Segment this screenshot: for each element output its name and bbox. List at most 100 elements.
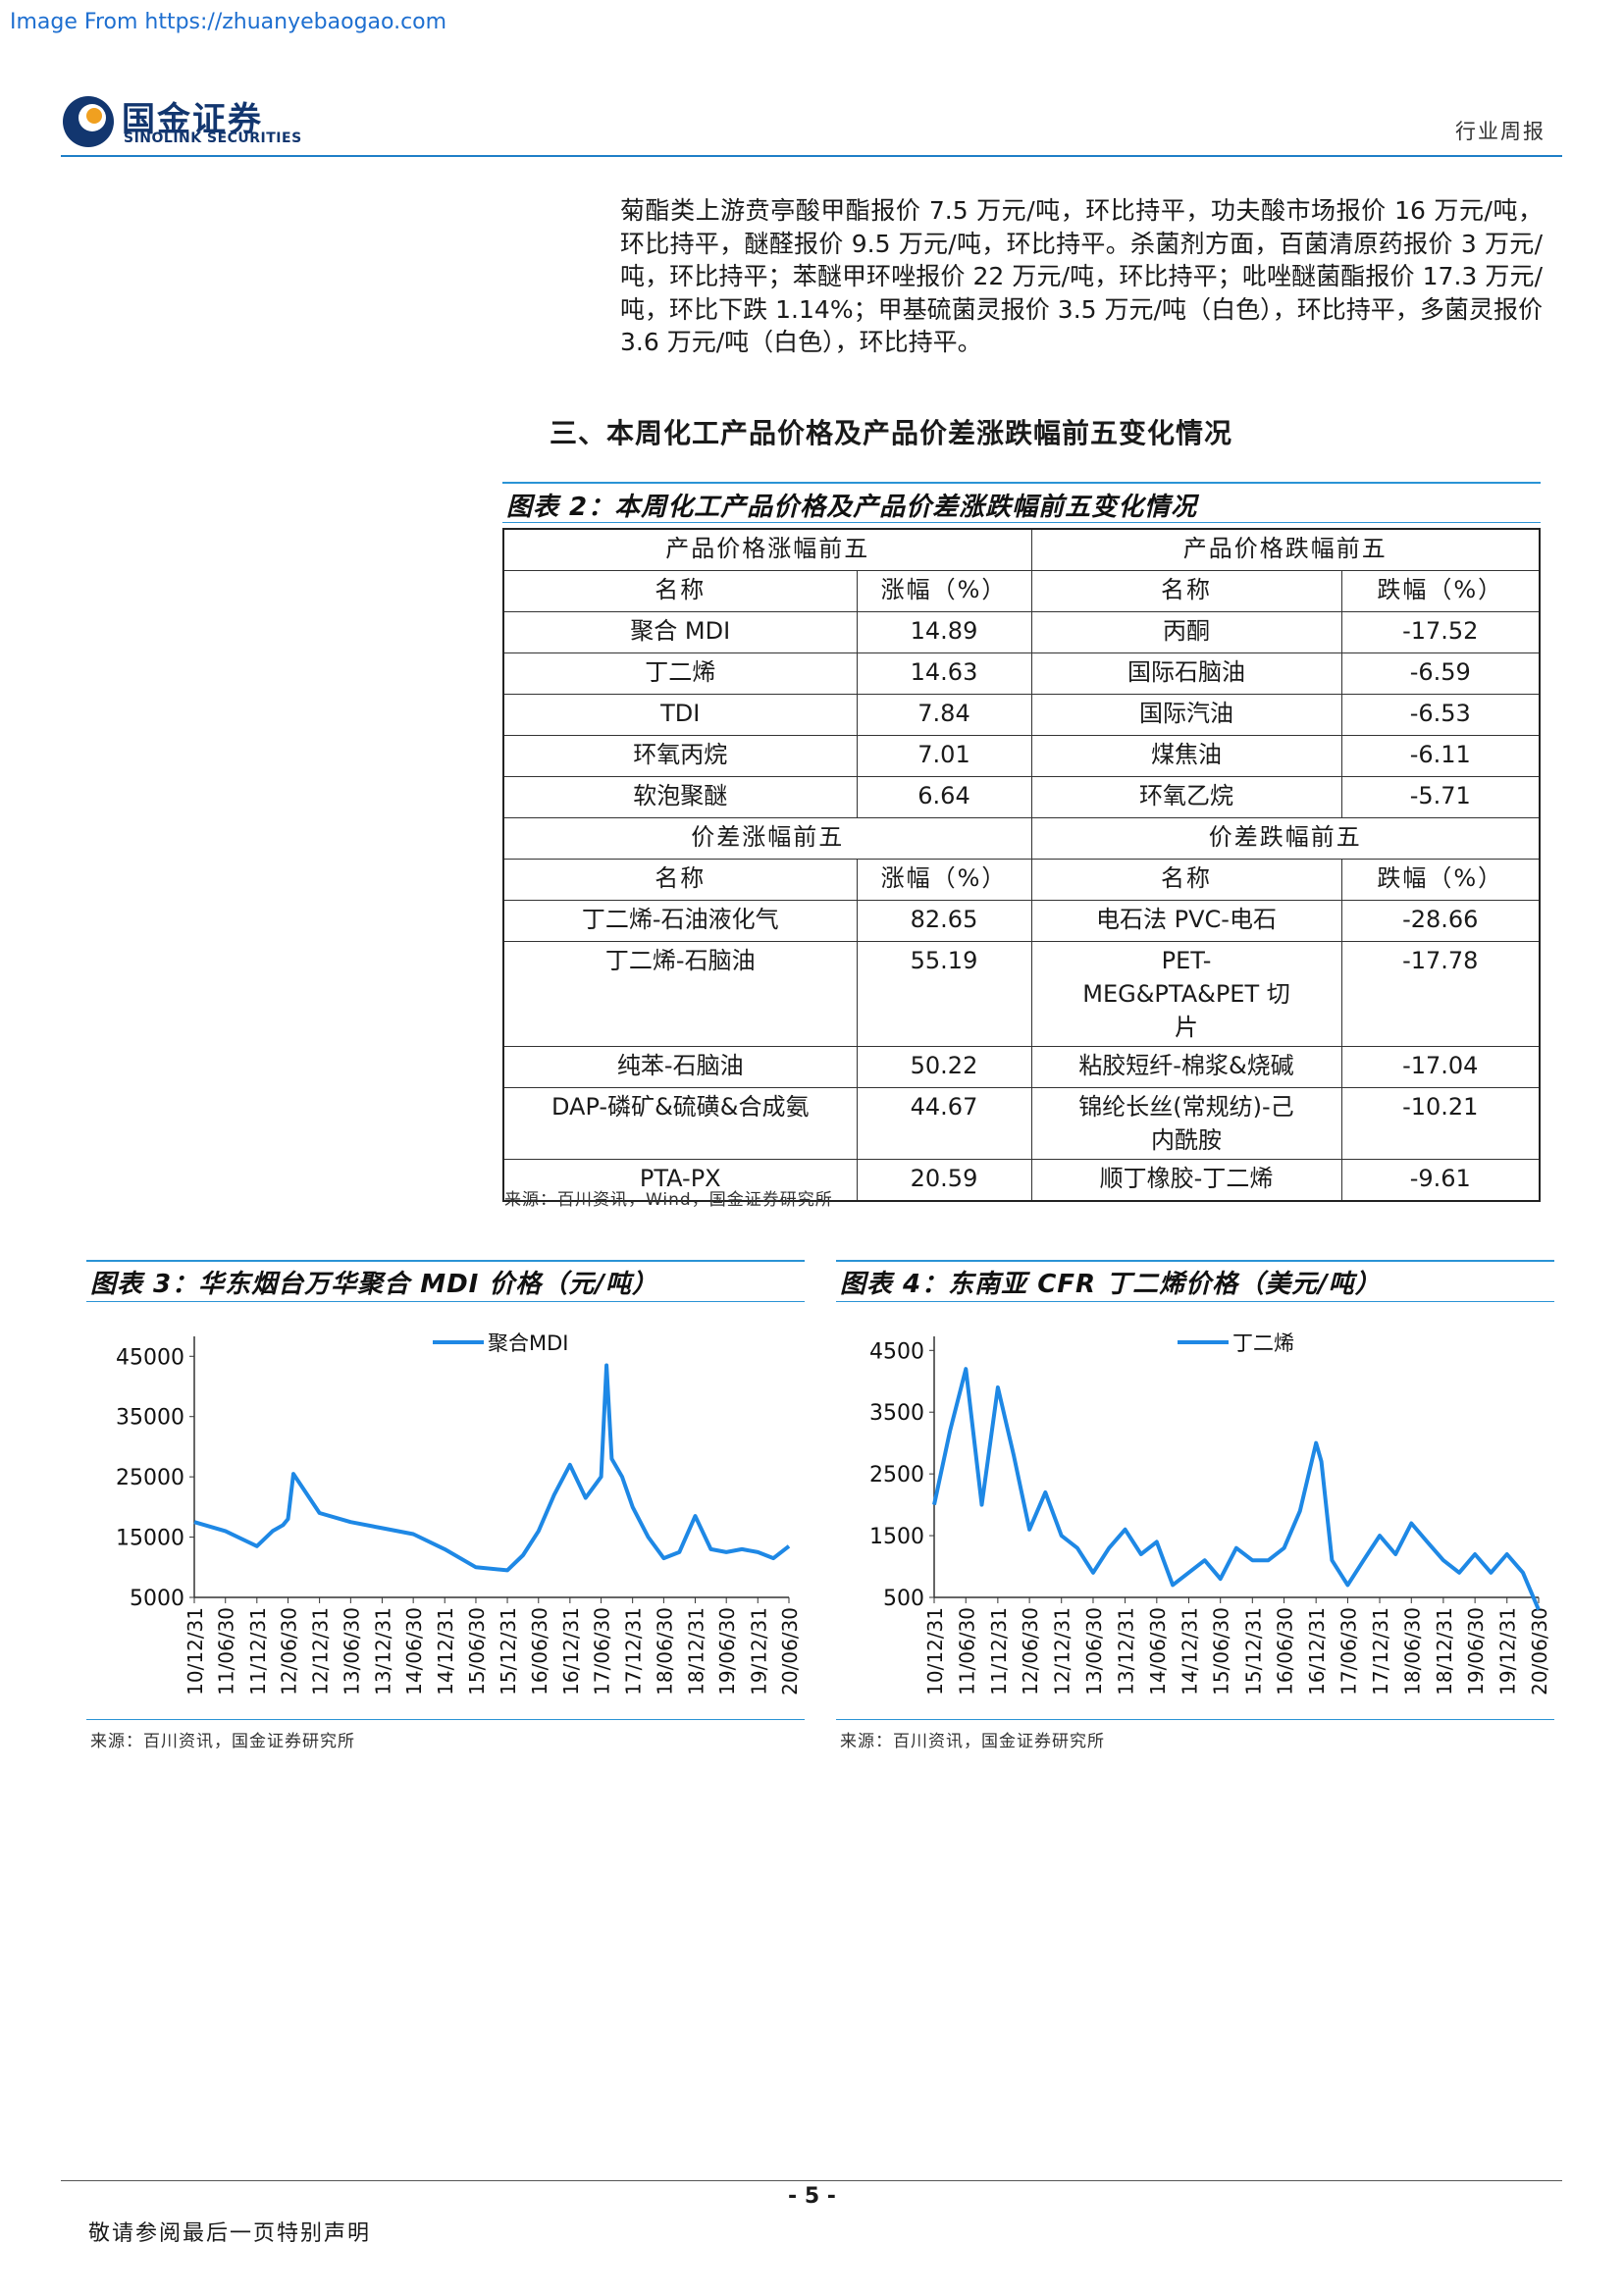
figure3-top-rule	[86, 1260, 805, 1262]
footer-divider	[61, 2180, 1562, 2181]
table-section-header: 产品价格涨幅前五 产品价格跌幅前五	[502, 528, 1541, 571]
up-value: 6.64	[856, 776, 1032, 818]
table-row: PTA-PX 20.59 顺丁橡胶-丁二烯 -9.61	[502, 1159, 1541, 1202]
up-name: 纯苯-石脑油	[502, 1046, 858, 1088]
x-tick-label: 14/06/30	[402, 1607, 426, 1696]
figure2-source: 来源：百川资讯，Wind，国金证券研究所	[504, 1190, 833, 1210]
up-name: TDI	[502, 694, 858, 736]
up-name: PTA-PX	[502, 1159, 858, 1202]
x-tick-label: 17/06/30	[591, 1607, 614, 1696]
col-down: 跌幅（%）	[1340, 570, 1541, 612]
x-tick-label: 19/06/30	[1464, 1607, 1488, 1696]
figure3-bottom-rule	[86, 1719, 805, 1720]
down-name: 顺丁橡胶-丁二烯	[1030, 1159, 1342, 1202]
figure4-source: 来源：百川资讯，国金证券研究所	[840, 1732, 1105, 1751]
table-row: 丁二烯-石油液化气 82.65 电石法 PVC-电石 -28.66	[502, 900, 1541, 942]
down-name: 环氧乙烷	[1030, 776, 1342, 818]
down-name: 锦纶长丝(常规纺)-己内酰胺	[1030, 1087, 1342, 1160]
up-name: 丁二烯-石油液化气	[502, 900, 858, 942]
legend-label: 丁二烯	[1232, 1331, 1294, 1355]
up-name: 丁二烯	[502, 652, 858, 695]
up-value: 20.59	[856, 1159, 1032, 1202]
col-name: 名称	[502, 570, 858, 612]
figure2-table: 产品价格涨幅前五 产品价格跌幅前五 名称 涨幅（%） 名称 跌幅（%） 聚合 M…	[502, 528, 1541, 1202]
up-name: 环氧丙烷	[502, 735, 858, 777]
table-column-header: 名称 涨幅（%） 名称 跌幅（%）	[502, 570, 1541, 612]
x-tick-label: 17/06/30	[1336, 1607, 1360, 1696]
x-tick-label: 15/06/30	[465, 1607, 489, 1696]
y-tick-label: 1500	[869, 1525, 924, 1549]
figure2-top-rule	[502, 482, 1541, 484]
x-tick-label: 16/06/30	[528, 1607, 551, 1696]
table-row: 丁二烯 14.63 国际石脑油 -6.59	[502, 652, 1541, 695]
x-tick-label: 12/12/31	[309, 1607, 333, 1696]
x-tick-label: 10/12/31	[183, 1607, 207, 1696]
body-paragraph: 菊酯类上游贲亭酸甲酯报价 7.5 万元/吨，环比持平，功夫酸市场报价 16 万元…	[620, 196, 1543, 356]
y-tick-label: 500	[883, 1587, 924, 1611]
x-tick-label: 11/06/30	[215, 1607, 238, 1696]
y-tick-label: 3500	[869, 1401, 924, 1426]
series-line	[932, 1367, 1541, 1611]
table-row: 丁二烯-石脑油 55.19 PET-MEG&PTA&PET 切片 -17.78	[502, 941, 1541, 1047]
down-value: -6.11	[1340, 735, 1541, 777]
x-tick-label: 16/12/31	[1305, 1607, 1329, 1696]
table-section-header: 价差涨幅前五 价差跌幅前五	[502, 817, 1541, 860]
x-tick-label: 15/12/31	[1241, 1607, 1265, 1696]
up-value: 55.19	[856, 941, 1032, 1047]
down-value: -6.59	[1340, 652, 1541, 695]
figure3-source: 来源：百川资讯，国金证券研究所	[90, 1732, 355, 1751]
sinolink-logo-icon	[63, 96, 114, 147]
y-tick-label: 45000	[116, 1345, 184, 1370]
x-tick-label: 14/06/30	[1146, 1607, 1170, 1696]
table-row: DAP-磷矿&硫磺&合成氨 44.67 锦纶长丝(常规纺)-己内酰胺 -10.2…	[502, 1087, 1541, 1160]
figure3-title-rule	[86, 1301, 805, 1302]
col-up: 涨幅（%）	[856, 570, 1032, 612]
up-value: 14.89	[856, 611, 1032, 653]
x-tick-label: 10/12/31	[923, 1607, 947, 1696]
up-value: 44.67	[856, 1087, 1032, 1160]
col-name: 名称	[1030, 859, 1342, 901]
down-value: -5.71	[1340, 776, 1541, 818]
table-row: 环氧丙烷 7.01 煤焦油 -6.11	[502, 735, 1541, 777]
down-value: -6.53	[1340, 694, 1541, 736]
figure4-top-rule	[836, 1260, 1554, 1262]
x-tick-label: 14/12/31	[434, 1607, 457, 1696]
down-value: -17.04	[1340, 1046, 1541, 1088]
price-down-header: 产品价格跌幅前五	[1030, 528, 1541, 571]
down-name: 国际石脑油	[1030, 652, 1342, 695]
x-tick-label: 19/06/30	[715, 1607, 739, 1696]
page-number: - 5 -	[788, 2184, 836, 2209]
legend-label: 聚合MDI	[488, 1331, 568, 1355]
up-value: 82.65	[856, 900, 1032, 942]
down-name: 煤焦油	[1030, 735, 1342, 777]
x-tick-label: 18/06/30	[653, 1607, 676, 1696]
disclaimer: 敬请参阅最后一页特别声明	[88, 2221, 372, 2246]
x-tick-label: 11/06/30	[955, 1607, 978, 1696]
up-value: 50.22	[856, 1046, 1032, 1088]
down-value: -10.21	[1340, 1087, 1541, 1160]
x-tick-label: 19/12/31	[1496, 1607, 1520, 1696]
down-value: -17.78	[1340, 941, 1541, 1047]
y-tick-label: 4500	[869, 1339, 924, 1364]
up-name: 丁二烯-石脑油	[502, 941, 858, 1047]
x-tick-label: 18/12/31	[684, 1607, 707, 1696]
x-tick-label: 15/06/30	[1210, 1607, 1233, 1696]
x-tick-label: 13/12/31	[1115, 1607, 1138, 1696]
x-tick-label: 20/06/30	[778, 1607, 802, 1696]
spread-up-header: 价差涨幅前五	[502, 817, 1032, 860]
col-name: 名称	[1030, 570, 1342, 612]
up-name: 聚合 MDI	[502, 611, 858, 653]
up-value: 7.01	[856, 735, 1032, 777]
x-tick-label: 19/12/31	[747, 1607, 770, 1696]
y-tick-label: 35000	[116, 1406, 184, 1431]
up-value: 14.63	[856, 652, 1032, 695]
x-tick-label: 13/12/31	[371, 1607, 394, 1696]
report-type: 行业周报	[1455, 120, 1545, 143]
table-row: 聚合 MDI 14.89 丙酮 -17.52	[502, 611, 1541, 653]
logo-en: SINOLINK SECURITIES	[124, 130, 302, 146]
x-tick-label: 11/12/31	[246, 1607, 270, 1696]
x-tick-label: 18/12/31	[1433, 1607, 1456, 1696]
figure4-title: 图表 4：东南亚 CFR 丁二烯价格（美元/吨）	[840, 1270, 1382, 1299]
price-up-header: 产品价格涨幅前五	[502, 528, 1032, 571]
x-tick-label: 13/06/30	[1082, 1607, 1106, 1696]
